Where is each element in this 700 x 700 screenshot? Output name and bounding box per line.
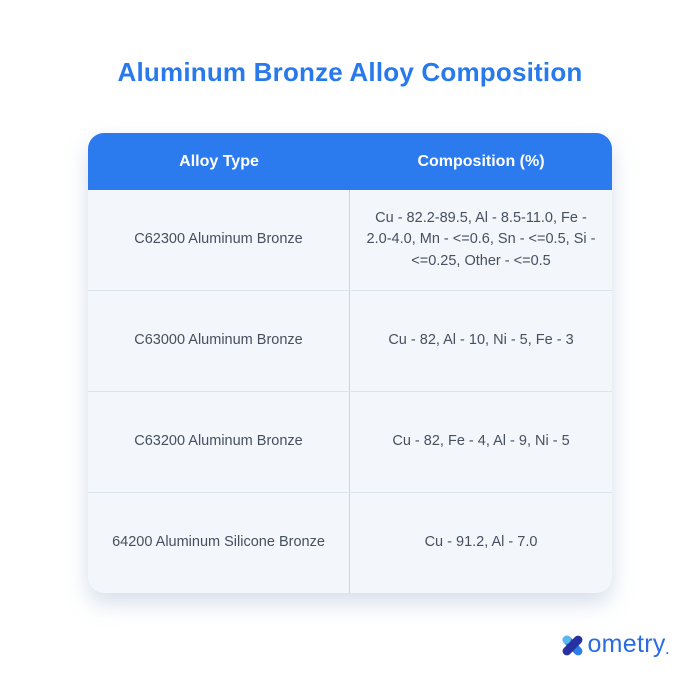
xometry-wordmark: ometry	[587, 629, 666, 658]
alloy-type-cell: 64200 Aluminum Silicone Bronze	[88, 493, 350, 593]
xometry-logo: ometry .	[559, 629, 669, 661]
composition-cell: Cu - 82, Fe - 4, Al - 9, Ni - 5	[392, 433, 570, 450]
column-header-alloy-type: Alloy Type	[179, 152, 259, 170]
table-row: 64200 Aluminum Silicone Bronze Cu - 91.2…	[88, 492, 612, 593]
table-row: C63200 Aluminum Bronze Cu - 82, Fe - 4, …	[88, 391, 612, 492]
logo-trailing-mark: .	[665, 643, 669, 657]
composition-cell: Cu - 82.2-89.5, Al - 8.5-11.0, Fe - 2.0-…	[366, 210, 596, 269]
alloy-type-cell: C63000 Aluminum Bronze	[88, 291, 350, 391]
alloy-type-cell: C63200 Aluminum Bronze	[88, 392, 350, 492]
alloy-composition-table: Alloy Type Composition (%) C62300 Alumin…	[88, 133, 612, 593]
composition-cell: Cu - 91.2, Al - 7.0	[424, 534, 538, 551]
page-title: Aluminum Bronze Alloy Composition	[117, 57, 583, 87]
alloy-type-cell: C62300 Aluminum Bronze	[88, 190, 350, 290]
table-header-row: Alloy Type Composition (%)	[88, 133, 612, 190]
table-row: C62300 Aluminum Bronze Cu - 82.2-89.5, A…	[88, 190, 612, 290]
composition-cell: Cu - 82, Al - 10, Ni - 5, Fe - 3	[388, 332, 574, 349]
table-row: C63000 Aluminum Bronze Cu - 82, Al - 10,…	[88, 290, 612, 391]
column-header-composition: Composition (%)	[417, 152, 545, 170]
xometry-x-icon	[559, 632, 587, 659]
